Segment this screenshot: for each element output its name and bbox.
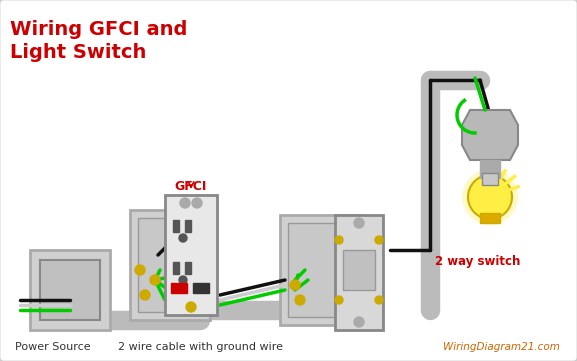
Bar: [171, 283, 187, 293]
Circle shape: [462, 169, 518, 225]
Circle shape: [354, 218, 364, 228]
Bar: [138, 218, 202, 312]
Bar: [335, 215, 383, 330]
Circle shape: [354, 317, 364, 327]
Bar: [130, 210, 210, 320]
Text: WiringDiagram21.com: WiringDiagram21.com: [443, 342, 560, 352]
Circle shape: [290, 280, 300, 290]
Circle shape: [150, 275, 160, 285]
Circle shape: [375, 236, 383, 244]
Circle shape: [179, 234, 187, 242]
Bar: [165, 195, 217, 315]
Circle shape: [295, 295, 305, 305]
Polygon shape: [462, 110, 518, 160]
Bar: [193, 283, 209, 293]
Bar: [343, 250, 375, 290]
Bar: [185, 262, 191, 274]
Circle shape: [375, 296, 383, 304]
Text: Wiring GFCI and
Light Switch: Wiring GFCI and Light Switch: [10, 20, 188, 62]
Text: 2 wire cable with ground wire: 2 wire cable with ground wire: [118, 342, 283, 352]
Bar: [30, 250, 110, 330]
Text: Power Source: Power Source: [15, 342, 91, 352]
Circle shape: [180, 198, 190, 208]
Bar: [480, 160, 500, 178]
Circle shape: [335, 296, 343, 304]
Bar: [185, 220, 191, 232]
Circle shape: [179, 276, 187, 284]
Text: 2 way switch: 2 way switch: [435, 255, 520, 268]
Bar: [480, 213, 500, 223]
Text: GFCI: GFCI: [175, 180, 207, 193]
Bar: [173, 220, 179, 232]
Bar: [280, 215, 360, 325]
Bar: [40, 260, 100, 320]
Bar: [288, 223, 352, 317]
Circle shape: [468, 175, 512, 219]
Circle shape: [192, 198, 202, 208]
Bar: [173, 262, 179, 274]
Bar: [482, 173, 498, 185]
Circle shape: [140, 290, 150, 300]
Circle shape: [135, 265, 145, 275]
Circle shape: [335, 236, 343, 244]
Circle shape: [186, 302, 196, 312]
